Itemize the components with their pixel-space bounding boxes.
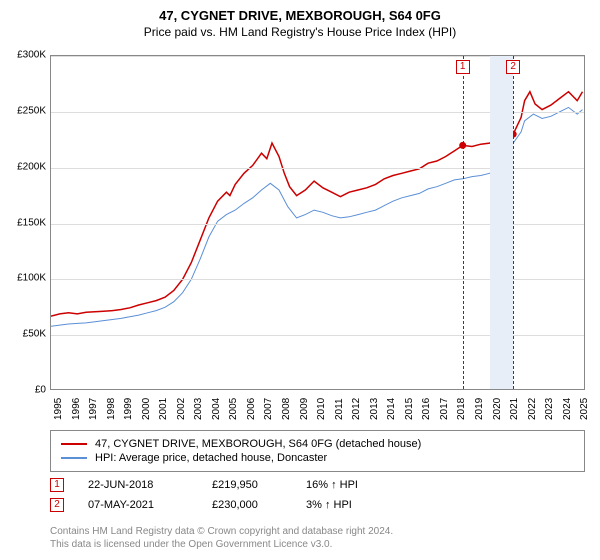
events-table: 1 22-JUN-2018 £219,950 16% ↑ HPI 2 07-MA… xyxy=(50,475,585,515)
event-price: £230,000 xyxy=(212,499,282,511)
chart-subtitle: Price paid vs. HM Land Registry's House … xyxy=(0,23,600,39)
event-marker-2: 2 xyxy=(50,498,64,512)
event-row: 1 22-JUN-2018 £219,950 16% ↑ HPI xyxy=(50,475,585,495)
event-pct: 3% ↑ HPI xyxy=(306,499,386,511)
event-pct: 16% ↑ HPI xyxy=(306,479,386,491)
x-axis-labels: 1995199619971998199920002001200220032004… xyxy=(50,392,585,432)
legend-row: 47, CYGNET DRIVE, MEXBOROUGH, S64 0FG (d… xyxy=(61,437,574,451)
event-row: 2 07-MAY-2021 £230,000 3% ↑ HPI xyxy=(50,495,585,515)
legend-label-series-1: 47, CYGNET DRIVE, MEXBOROUGH, S64 0FG (d… xyxy=(95,438,421,450)
legend-swatch-series-2 xyxy=(61,457,87,459)
y-axis-labels: £0£50K£100K£150K£200K£250K£300K xyxy=(0,55,48,390)
legend-box: 47, CYGNET DRIVE, MEXBOROUGH, S64 0FG (d… xyxy=(50,430,585,472)
footer-text: Contains HM Land Registry data © Crown c… xyxy=(50,525,585,551)
legend-swatch-series-1 xyxy=(61,443,87,445)
legend-label-series-2: HPI: Average price, detached house, Donc… xyxy=(95,452,327,464)
event-date: 07-MAY-2021 xyxy=(88,499,188,511)
event-date: 22-JUN-2018 xyxy=(88,479,188,491)
chart-container: 47, CYGNET DRIVE, MEXBOROUGH, S64 0FG Pr… xyxy=(0,0,600,560)
footer-line-1: Contains HM Land Registry data © Crown c… xyxy=(50,525,585,538)
chart-plot-area: 12 xyxy=(50,55,585,390)
event-price: £219,950 xyxy=(212,479,282,491)
chart-title: 47, CYGNET DRIVE, MEXBOROUGH, S64 0FG xyxy=(0,0,600,23)
legend-row: HPI: Average price, detached house, Donc… xyxy=(61,451,574,465)
footer-line-2: This data is licensed under the Open Gov… xyxy=(50,538,585,551)
event-marker-1: 1 xyxy=(50,478,64,492)
